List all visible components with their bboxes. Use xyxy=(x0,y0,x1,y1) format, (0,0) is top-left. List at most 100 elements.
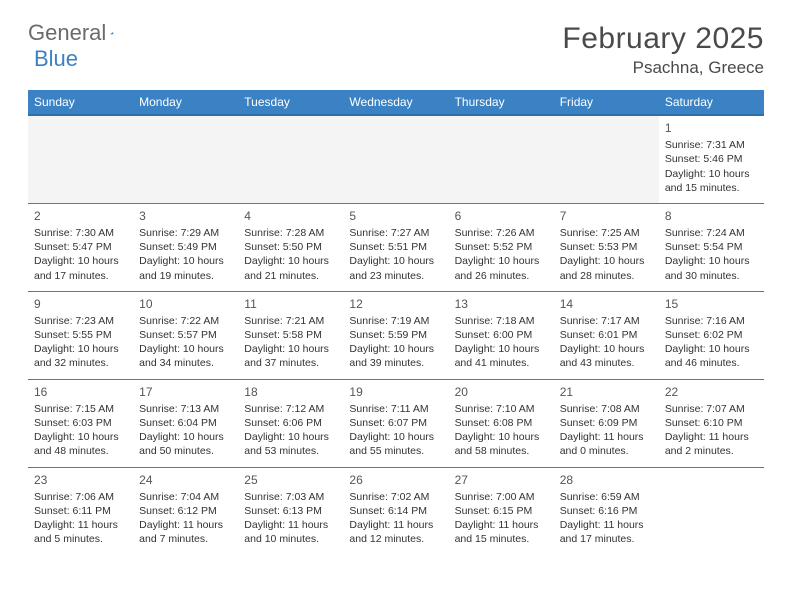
day-info: Sunrise: 7:04 AMSunset: 6:12 PMDaylight:… xyxy=(139,490,232,547)
calendar-cell: 17 Sunrise: 7:13 AMSunset: 6:04 PMDayligh… xyxy=(133,379,238,467)
sunset-line: Sunset: 5:54 PM xyxy=(665,240,758,254)
daylight-line: Daylight: 10 hours and 50 minutes. xyxy=(139,430,232,458)
sunset-line: Sunset: 6:15 PM xyxy=(455,504,548,518)
day-number: 26 xyxy=(349,472,442,488)
day-number: 17 xyxy=(139,384,232,400)
calendar-cell: 26 Sunrise: 7:02 AMSunset: 6:14 PMDayligh… xyxy=(343,467,448,554)
calendar-cell xyxy=(133,115,238,203)
weekday-header: Saturday xyxy=(659,90,764,115)
calendar-cell: 10Sunrise: 7:22 AMSunset: 5:57 PMDayligh… xyxy=(133,291,238,379)
calendar-cell: 21 Sunrise: 7:08 AMSunset: 6:09 PMDayligh… xyxy=(554,379,659,467)
weekday-header: Tuesday xyxy=(238,90,343,115)
calendar-cell: 5Sunrise: 7:27 AMSunset: 5:51 PMDaylight… xyxy=(343,203,448,291)
day-info: Sunrise: 7:31 AMSunset: 5:46 PMDaylight:… xyxy=(665,138,758,195)
calendar-cell: 12Sunrise: 7:19 AMSunset: 5:59 PMDayligh… xyxy=(343,291,448,379)
daylight-line: Daylight: 10 hours and 43 minutes. xyxy=(560,342,653,370)
daylight-line: Daylight: 10 hours and 32 minutes. xyxy=(34,342,127,370)
sunrise-line: Sunrise: 7:02 AM xyxy=(349,490,442,504)
sunrise-line: Sunrise: 7:26 AM xyxy=(455,226,548,240)
day-number: 2 xyxy=(34,208,127,224)
daylight-line: Daylight: 10 hours and 48 minutes. xyxy=(34,430,127,458)
calendar-cell: 7Sunrise: 7:25 AMSunset: 5:53 PMDaylight… xyxy=(554,203,659,291)
day-info: Sunrise: 7:22 AMSunset: 5:57 PMDaylight:… xyxy=(139,314,232,371)
daylight-line: Daylight: 11 hours and 12 minutes. xyxy=(349,518,442,546)
sunset-line: Sunset: 5:50 PM xyxy=(244,240,337,254)
sunrise-line: Sunrise: 7:24 AM xyxy=(665,226,758,240)
brand-word-1: General xyxy=(28,22,106,44)
sunset-line: Sunset: 5:51 PM xyxy=(349,240,442,254)
day-number: 25 xyxy=(244,472,337,488)
daylight-line: Daylight: 10 hours and 37 minutes. xyxy=(244,342,337,370)
calendar-row: 2Sunrise: 7:30 AMSunset: 5:47 PMDaylight… xyxy=(28,203,764,291)
sunrise-line: Sunrise: 7:03 AM xyxy=(244,490,337,504)
calendar-cell xyxy=(554,115,659,203)
sunset-line: Sunset: 6:12 PM xyxy=(139,504,232,518)
calendar-row: 1Sunrise: 7:31 AMSunset: 5:46 PMDaylight… xyxy=(28,115,764,203)
sunset-line: Sunset: 5:49 PM xyxy=(139,240,232,254)
daylight-line: Daylight: 10 hours and 28 minutes. xyxy=(560,254,653,282)
sunrise-line: Sunrise: 7:19 AM xyxy=(349,314,442,328)
sunrise-line: Sunrise: 7:17 AM xyxy=(560,314,653,328)
calendar-cell xyxy=(659,467,764,554)
calendar-body: 1Sunrise: 7:31 AMSunset: 5:46 PMDaylight… xyxy=(28,115,764,554)
sunset-line: Sunset: 6:09 PM xyxy=(560,416,653,430)
sunset-line: Sunset: 6:02 PM xyxy=(665,328,758,342)
calendar-cell: 16Sunrise: 7:15 AMSunset: 6:03 PMDayligh… xyxy=(28,379,133,467)
calendar-cell: 2Sunrise: 7:30 AMSunset: 5:47 PMDaylight… xyxy=(28,203,133,291)
day-number: 7 xyxy=(560,208,653,224)
location-label: Psachna, Greece xyxy=(562,58,764,78)
day-info: Sunrise: 7:28 AMSunset: 5:50 PMDaylight:… xyxy=(244,226,337,283)
calendar-cell: 24 Sunrise: 7:04 AMSunset: 6:12 PMDayligh… xyxy=(133,467,238,554)
sunrise-line: Sunrise: 7:00 AM xyxy=(455,490,548,504)
weekday-row: SundayMondayTuesdayWednesdayThursdayFrid… xyxy=(28,90,764,115)
daylight-line: Daylight: 10 hours and 39 minutes. xyxy=(349,342,442,370)
day-number: 3 xyxy=(139,208,232,224)
calendar-cell: 22 Sunrise: 7:07 AMSunset: 6:10 PMDayligh… xyxy=(659,379,764,467)
sunset-line: Sunset: 5:53 PM xyxy=(560,240,653,254)
sunset-line: Sunset: 6:14 PM xyxy=(349,504,442,518)
day-info: Sunrise: 7:11 AMSunset: 6:07 PMDaylight:… xyxy=(349,402,442,459)
daylight-line: Daylight: 10 hours and 55 minutes. xyxy=(349,430,442,458)
weekday-header: Thursday xyxy=(449,90,554,115)
sunrise-line: Sunrise: 7:13 AM xyxy=(139,402,232,416)
day-number: 4 xyxy=(244,208,337,224)
weekday-header: Sunday xyxy=(28,90,133,115)
sunrise-line: Sunrise: 7:31 AM xyxy=(665,138,758,152)
sunset-line: Sunset: 6:10 PM xyxy=(665,416,758,430)
sunrise-line: Sunrise: 7:18 AM xyxy=(455,314,548,328)
day-info: Sunrise: 7:07 AMSunset: 6:10 PMDaylight:… xyxy=(665,402,758,459)
day-number: 28 xyxy=(560,472,653,488)
day-info: Sunrise: 7:00 AMSunset: 6:15 PMDaylight:… xyxy=(455,490,548,547)
sunset-line: Sunset: 5:46 PM xyxy=(665,152,758,166)
weekday-header: Wednesday xyxy=(343,90,448,115)
daylight-line: Daylight: 10 hours and 58 minutes. xyxy=(455,430,548,458)
day-number: 24 xyxy=(139,472,232,488)
daylight-line: Daylight: 10 hours and 21 minutes. xyxy=(244,254,337,282)
daylight-line: Daylight: 10 hours and 34 minutes. xyxy=(139,342,232,370)
brand-word-2: Blue xyxy=(34,46,78,72)
day-number: 12 xyxy=(349,296,442,312)
brand-logo: General xyxy=(28,22,132,44)
sunset-line: Sunset: 6:07 PM xyxy=(349,416,442,430)
day-number: 22 xyxy=(665,384,758,400)
calendar-cell: 27Sunrise: 7:00 AMSunset: 6:15 PMDayligh… xyxy=(449,467,554,554)
calendar-cell: 3Sunrise: 7:29 AMSunset: 5:49 PMDaylight… xyxy=(133,203,238,291)
page-header: General February 2025 Psachna, Greece xyxy=(28,22,764,78)
calendar-row: 9Sunrise: 7:23 AMSunset: 5:55 PMDaylight… xyxy=(28,291,764,379)
calendar-row: 23Sunrise: 7:06 AMSunset: 6:11 PMDayligh… xyxy=(28,467,764,554)
calendar-head: SundayMondayTuesdayWednesdayThursdayFrid… xyxy=(28,90,764,115)
daylight-line: Daylight: 11 hours and 17 minutes. xyxy=(560,518,653,546)
sunrise-line: Sunrise: 7:06 AM xyxy=(34,490,127,504)
sunset-line: Sunset: 6:16 PM xyxy=(560,504,653,518)
daylight-line: Daylight: 11 hours and 7 minutes. xyxy=(139,518,232,546)
sunset-line: Sunset: 6:06 PM xyxy=(244,416,337,430)
day-number: 6 xyxy=(455,208,548,224)
calendar-cell xyxy=(28,115,133,203)
calendar-page: General February 2025 Psachna, Greece Bl… xyxy=(0,0,792,554)
day-info: Sunrise: 6:59 AMSunset: 6:16 PMDaylight:… xyxy=(560,490,653,547)
day-info: Sunrise: 7:03 AMSunset: 6:13 PMDaylight:… xyxy=(244,490,337,547)
month-title: February 2025 xyxy=(562,22,764,56)
day-info: Sunrise: 7:13 AMSunset: 6:04 PMDaylight:… xyxy=(139,402,232,459)
day-info: Sunrise: 7:08 AMSunset: 6:09 PMDaylight:… xyxy=(560,402,653,459)
day-number: 21 xyxy=(560,384,653,400)
